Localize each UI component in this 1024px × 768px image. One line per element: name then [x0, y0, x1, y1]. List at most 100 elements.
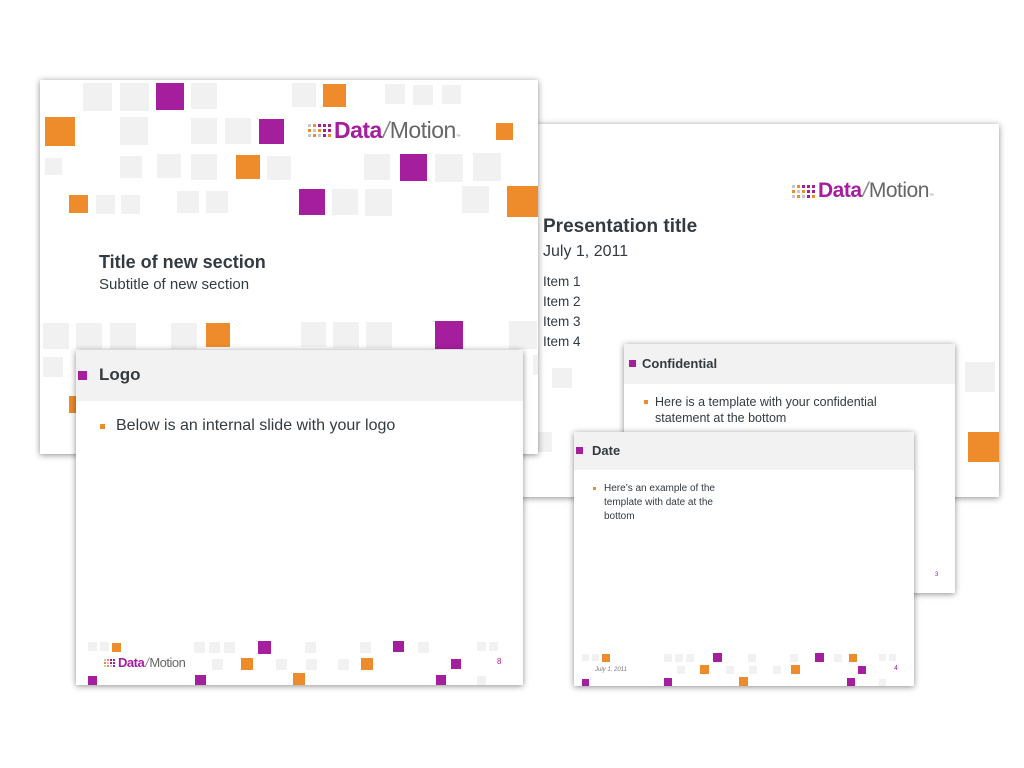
decorative-square [88, 676, 97, 685]
slide-logo[interactable]: Logo Below is an internal slide with you… [76, 350, 523, 685]
decorative-square [195, 675, 206, 685]
logo-dot [802, 194, 805, 198]
presentation-date: July 1, 2011 [543, 243, 629, 260]
header-marker [629, 360, 636, 367]
decorative-square [96, 195, 115, 214]
decorative-square [100, 642, 109, 651]
decorative-square [713, 653, 722, 662]
slide-date[interactable]: Date Here’s an example of the template w… [574, 432, 914, 686]
datamotion-logo: Data / Motion ™ [792, 179, 934, 203]
decorative-square [791, 665, 800, 674]
logo-dot [104, 661, 106, 664]
decorative-square [120, 117, 148, 145]
bullet-icon [644, 400, 648, 404]
decorative-square [400, 154, 427, 181]
logo-dot [110, 658, 112, 661]
decorative-square [385, 84, 405, 104]
decorative-square [418, 642, 429, 653]
decorative-square [120, 156, 142, 178]
decorative-square [552, 368, 572, 388]
decorative-square [258, 641, 271, 654]
decorative-square [43, 323, 69, 349]
page-number: 4 [894, 665, 898, 672]
decorative-square [849, 654, 857, 662]
decorative-square [212, 659, 223, 670]
logo-dot [323, 124, 326, 127]
decorative-square [879, 679, 886, 686]
logo-dot [107, 661, 109, 664]
decorative-square [191, 154, 217, 180]
logo-dots-icon [104, 658, 115, 667]
logo-dot [797, 194, 800, 198]
decorative-square [110, 323, 136, 349]
decorative-square [43, 357, 63, 377]
decorative-square [69, 195, 88, 213]
decorative-square [333, 322, 359, 348]
slide-heading: Date [592, 443, 621, 458]
decorative-square [748, 654, 756, 662]
decorative-square [477, 642, 486, 651]
decorative-square [292, 83, 316, 107]
decorative-square [209, 642, 220, 653]
logo-dot [113, 664, 115, 667]
decorative-square [435, 154, 463, 182]
slide-heading: Confidential [642, 356, 718, 371]
decorative-square [76, 323, 102, 349]
logo-dot [318, 124, 321, 127]
logo-dot [107, 658, 109, 661]
datamotion-logo: Data / Motion ™ [308, 117, 461, 144]
logo-dot [104, 664, 106, 667]
decorative-square [112, 643, 121, 652]
bullet-text: Below is an internal slide with your log… [116, 417, 396, 434]
decorative-square [191, 83, 217, 109]
decorative-square [171, 323, 197, 349]
logo-dot [792, 189, 795, 193]
list-item: Item 4 [543, 334, 581, 349]
logo-dot [802, 184, 805, 188]
bullet-item: Below is an internal slide with your log… [100, 416, 500, 436]
slide-header-bar [76, 350, 523, 401]
decorative-square [301, 322, 326, 347]
decorative-square [686, 654, 694, 662]
decorative-square [299, 189, 325, 215]
logo-dot [107, 664, 109, 667]
slide-header-bar [624, 344, 955, 384]
logo-dots-icon [308, 124, 331, 137]
decorative-square [509, 321, 537, 349]
bullet-item: Here is a template with your confidentia… [644, 394, 914, 426]
decorative-square [749, 666, 757, 674]
decorative-square [507, 186, 538, 217]
bullet-item: Here’s an example of the template with d… [593, 482, 743, 524]
logo-dot [797, 184, 800, 188]
bullet-text: Here is a template with your confidentia… [655, 395, 877, 425]
decorative-square [879, 654, 886, 661]
decorative-square [45, 117, 75, 146]
logo-dots-icon [792, 184, 815, 198]
decorative-square [323, 84, 346, 107]
logo-dot [313, 124, 316, 127]
decorative-square [700, 665, 709, 674]
decorative-square [365, 189, 392, 216]
decorative-square [69, 396, 76, 413]
logo-dot [807, 184, 810, 188]
slide-heading: Logo [99, 365, 141, 384]
decorative-square [664, 654, 672, 662]
logo-dot [113, 661, 115, 664]
decorative-square [45, 158, 62, 175]
decorative-square [451, 659, 461, 669]
decorative-square [739, 677, 748, 686]
decorative-square [305, 642, 316, 653]
logo-dot [792, 194, 795, 198]
list-item: Item 3 [543, 314, 581, 329]
decorative-square [790, 654, 798, 662]
logo-dot [812, 194, 815, 198]
logo-dot [308, 129, 311, 132]
decorative-square [889, 654, 896, 661]
presentation-title: Presentation title [543, 216, 698, 237]
decorative-square [435, 321, 463, 349]
slide-header-bar [574, 432, 914, 470]
decorative-square [157, 154, 181, 178]
decorative-square [834, 654, 842, 662]
decorative-square [366, 322, 392, 348]
decorative-square [206, 323, 230, 347]
